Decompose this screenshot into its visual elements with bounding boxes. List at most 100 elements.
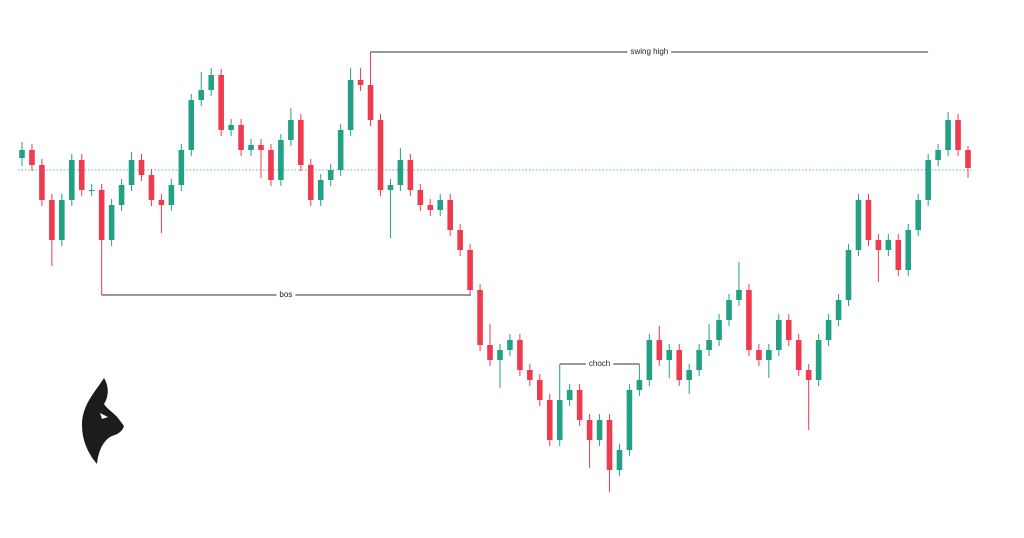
candle-body (566, 390, 573, 400)
candle-body (457, 230, 463, 250)
candle-body (138, 160, 145, 175)
candle-body (825, 320, 832, 340)
candle-body (497, 350, 503, 360)
candle-body (676, 350, 683, 380)
candle-body (218, 75, 224, 130)
candle-body (288, 120, 294, 140)
candle-body (965, 150, 971, 168)
candle-body (716, 320, 722, 340)
candle-body (437, 200, 444, 210)
candle-body (347, 80, 354, 130)
candle-body (666, 350, 673, 360)
candle-body (955, 120, 961, 150)
level-label: choch (589, 359, 610, 368)
candle-body (29, 150, 35, 165)
candle-body (487, 345, 493, 360)
candle-body (746, 290, 752, 350)
candle-body (248, 145, 254, 150)
candle-body (278, 140, 284, 180)
candle-body (776, 320, 782, 350)
level-label: swing high (630, 47, 668, 56)
candle-body (337, 130, 344, 170)
candle-body (258, 145, 264, 150)
candle-body (556, 400, 563, 440)
candle-body (925, 160, 931, 200)
candle-body (855, 200, 862, 250)
candle-body (118, 185, 125, 205)
candle-body (178, 150, 185, 185)
candle-body (307, 165, 314, 200)
candle-body (68, 160, 75, 200)
candle-body (228, 125, 234, 130)
candle-body (706, 340, 712, 350)
candle-body (517, 340, 523, 370)
candle-body (736, 290, 742, 300)
candle-body (417, 190, 424, 205)
candle-body (507, 340, 513, 350)
candle-body (477, 290, 483, 345)
candle-body (467, 250, 473, 290)
level-label-bg (627, 46, 672, 58)
candle-body (447, 200, 453, 230)
candle-body (327, 170, 334, 180)
candle-body (606, 420, 613, 470)
candle-body (656, 340, 663, 360)
candle-body (586, 420, 593, 440)
candle-body (845, 250, 852, 300)
candle-body (686, 370, 692, 380)
candle-body (397, 160, 404, 185)
candle-body (387, 185, 394, 190)
candle-body (616, 450, 623, 470)
candle-body (865, 200, 872, 240)
candle-body (696, 350, 702, 370)
candle-body (626, 390, 633, 450)
candle-body (298, 120, 304, 165)
candle-body (646, 340, 653, 380)
candle-body (168, 185, 175, 205)
candle-body (367, 85, 374, 120)
candle-body (108, 205, 115, 240)
candle-body (835, 300, 842, 320)
candle-body (407, 160, 414, 190)
level-label: bos (279, 290, 292, 299)
candle-body (875, 240, 882, 250)
level-label-bg (276, 289, 296, 301)
candle-body (78, 160, 85, 190)
candle-body (546, 400, 553, 440)
candle-body (427, 205, 434, 210)
candle-body (915, 200, 922, 230)
candle-body (527, 370, 533, 380)
candle-body (805, 370, 812, 380)
candle-body (198, 90, 205, 100)
candle-body (317, 180, 324, 200)
candle-body (636, 380, 643, 390)
candle-body (377, 120, 384, 190)
candle-body (19, 150, 25, 158)
candle-body (726, 300, 732, 320)
candle-body (596, 420, 603, 440)
candle-body (935, 150, 941, 160)
candle-body (895, 240, 902, 270)
candle-body (945, 120, 951, 150)
candle-body (537, 380, 543, 400)
candle-body (785, 320, 792, 340)
candle-body (148, 175, 155, 200)
candle-body (756, 350, 762, 360)
candle-body (188, 100, 195, 150)
candle-body (49, 200, 55, 240)
candle-body (905, 230, 912, 270)
candle-body (795, 340, 802, 370)
level-label-bg (585, 358, 614, 370)
candle-body (88, 190, 95, 191)
candle-body (885, 240, 892, 250)
candle-body (39, 165, 45, 200)
candle-body (158, 200, 165, 205)
candle-body (357, 80, 364, 85)
candle-body (815, 340, 822, 380)
candle-body (98, 190, 105, 240)
candle-body (238, 125, 244, 150)
candle-body (128, 160, 135, 185)
candle-body (766, 350, 772, 360)
logo (82, 378, 124, 464)
